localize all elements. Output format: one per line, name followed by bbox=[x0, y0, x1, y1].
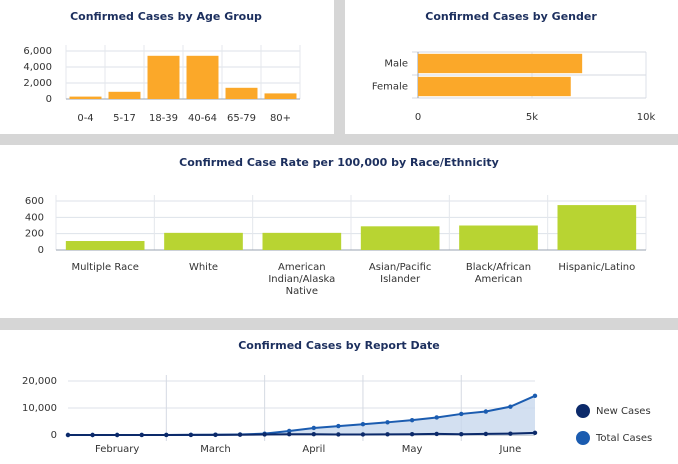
x-tick-label: May bbox=[402, 444, 423, 455]
y-tick-label: 0 bbox=[51, 430, 57, 441]
point bbox=[164, 432, 169, 438]
point bbox=[532, 430, 538, 436]
line bbox=[68, 431, 536, 436]
point bbox=[434, 415, 439, 420]
point bbox=[287, 428, 292, 434]
x-tick-label: Hispanic/Latino bbox=[558, 262, 636, 273]
y-tick-label: 600 bbox=[25, 196, 44, 207]
x-tick-label: 0 bbox=[415, 112, 421, 123]
chart-title: Confirmed Cases by Gender bbox=[425, 10, 597, 23]
bar bbox=[264, 93, 297, 99]
point bbox=[483, 431, 489, 437]
y-tick-label: 400 bbox=[25, 212, 44, 223]
y-tick-label: Male bbox=[384, 59, 408, 70]
x-tick-label: 40-64 bbox=[188, 113, 217, 124]
x-tick-label: 10k bbox=[637, 112, 656, 123]
legend-marker bbox=[576, 431, 590, 445]
point bbox=[434, 431, 439, 437]
x-tick-label: Asian/Pacific Islander bbox=[368, 262, 432, 285]
y-tick-label: 2,000 bbox=[23, 78, 52, 89]
bar bbox=[418, 76, 571, 97]
x-tick-label: American Indian/Alaska Native bbox=[268, 262, 336, 297]
x-tick-label: Multiple Race bbox=[71, 262, 139, 273]
point bbox=[409, 417, 415, 423]
x-tick-label: 5k bbox=[526, 112, 538, 123]
point bbox=[213, 432, 218, 438]
point bbox=[114, 432, 120, 438]
bar bbox=[262, 232, 342, 250]
point bbox=[262, 432, 267, 437]
point bbox=[532, 393, 538, 399]
panel bbox=[0, 330, 678, 464]
x-tick-label: March bbox=[200, 444, 230, 455]
bar bbox=[147, 55, 180, 99]
x-tick-label: 80+ bbox=[270, 113, 291, 124]
bar bbox=[164, 232, 243, 250]
point bbox=[459, 431, 464, 437]
area bbox=[68, 395, 535, 435]
point bbox=[188, 432, 194, 438]
point bbox=[287, 431, 292, 437]
y-tick-label: 0 bbox=[38, 245, 44, 256]
x-tick-label: Black/African American bbox=[465, 262, 532, 285]
bar bbox=[225, 87, 258, 99]
point bbox=[409, 431, 415, 437]
point bbox=[336, 432, 341, 437]
bar bbox=[108, 91, 141, 99]
x-tick-label: June bbox=[499, 444, 522, 455]
bar bbox=[418, 53, 583, 74]
bar bbox=[557, 205, 637, 250]
point bbox=[483, 409, 489, 414]
x-tick-label: 65-79 bbox=[227, 113, 256, 124]
x-tick-label: April bbox=[302, 444, 325, 455]
bar bbox=[459, 225, 538, 250]
x-tick-label: White bbox=[188, 262, 219, 273]
bar bbox=[360, 226, 440, 250]
x-tick-label: February bbox=[95, 444, 139, 455]
y-tick-label: 20,000 bbox=[22, 376, 57, 387]
point bbox=[90, 432, 95, 438]
y-tick-label: 6,000 bbox=[23, 46, 52, 57]
legend-label: Total Cases bbox=[595, 433, 652, 444]
chart-title: Confirmed Cases by Age Group bbox=[70, 10, 262, 23]
point bbox=[237, 432, 243, 437]
bar bbox=[65, 241, 145, 250]
y-tick-label: 10,000 bbox=[22, 403, 57, 414]
y-tick-label: 4,000 bbox=[23, 62, 52, 73]
chart-title: Confirmed Cases by Report Date bbox=[238, 339, 440, 352]
point bbox=[65, 432, 71, 438]
point bbox=[385, 432, 390, 437]
point bbox=[508, 431, 513, 436]
point bbox=[459, 411, 464, 417]
point bbox=[508, 404, 513, 409]
y-tick-label: Female bbox=[372, 82, 408, 93]
x-tick-label: 18-39 bbox=[149, 113, 178, 124]
chart-title: Confirmed Case Rate per 100,000 by Race/… bbox=[179, 156, 499, 169]
bar bbox=[186, 55, 219, 99]
point bbox=[360, 432, 366, 437]
point bbox=[311, 431, 316, 437]
x-tick-label: 0-4 bbox=[77, 113, 93, 124]
y-tick-label: 200 bbox=[25, 229, 44, 240]
legend-marker bbox=[576, 404, 590, 418]
point bbox=[311, 425, 316, 431]
legend-label: New Cases bbox=[596, 406, 651, 417]
x-tick-label: 5-17 bbox=[113, 113, 136, 124]
point bbox=[336, 423, 341, 429]
point bbox=[139, 432, 144, 438]
y-tick-label: 0 bbox=[46, 94, 52, 105]
bar bbox=[69, 96, 102, 99]
point bbox=[360, 422, 366, 427]
point bbox=[385, 420, 390, 425]
